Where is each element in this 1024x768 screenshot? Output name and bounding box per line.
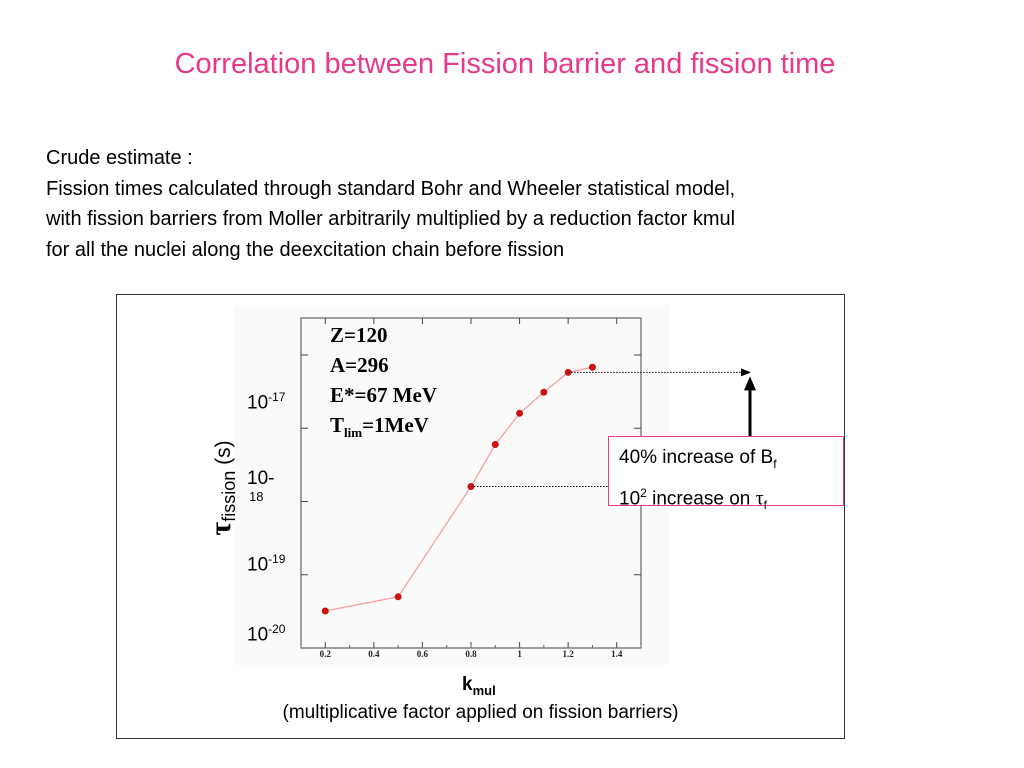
callout-line-2: 102 increase on τf xyxy=(619,485,768,512)
x-tick-label: 1.2 xyxy=(563,649,575,659)
plot-area xyxy=(233,305,669,665)
x-tick-label: 0.6 xyxy=(417,649,429,659)
x-axis-caption: (multiplicative factor applied on fissio… xyxy=(282,702,679,723)
y-tick-label: 10-19 xyxy=(247,552,286,576)
page-title: Correlation between Fission barrier and … xyxy=(174,48,836,80)
param-t-rest: =1MeV xyxy=(362,413,429,437)
intro-line: Fission times calculated through standar… xyxy=(46,177,736,200)
series-line xyxy=(325,366,593,612)
x-tick-label: 1 xyxy=(517,649,522,659)
data-point xyxy=(588,363,596,371)
arrowhead-right-upper xyxy=(741,368,751,377)
data-point xyxy=(516,409,524,417)
x-tick-label: 1.4 xyxy=(611,649,623,659)
data-point xyxy=(394,593,402,601)
callout-line-1: 40% increase of Bf xyxy=(619,447,777,471)
param-t-sub: lim xyxy=(344,425,363,441)
figure-frame xyxy=(116,294,845,739)
parameter-block: Z=120 A=296 E*=67 MeV Tlim=1MeV xyxy=(330,320,437,448)
x-tick-label: 0.8 xyxy=(465,649,477,659)
param-e: E*=67 MeV xyxy=(330,383,438,407)
y-tick-label: 10-20 xyxy=(247,622,286,646)
y-axis-label-rest: (s) xyxy=(211,440,235,471)
param-z: Z=120 xyxy=(330,323,388,347)
param-t-main: T xyxy=(330,413,345,437)
y-tick-label: 10-17 xyxy=(247,390,286,414)
data-point xyxy=(321,607,329,615)
intro-line: for all the nuclei along the deexcitatio… xyxy=(46,238,565,261)
x-tick-label: 0.4 xyxy=(368,649,380,659)
callout-box: 40% increase of Bf 102 increase on τf xyxy=(608,436,844,512)
y-axis-label: τfission (s) xyxy=(204,440,240,535)
param-a: A=296 xyxy=(330,353,389,377)
y-tick-label: 10- 18 xyxy=(247,468,275,504)
y-axis-label-sub: fission xyxy=(219,470,240,522)
intro-line: with fission barriers from Moller arbitr… xyxy=(46,208,736,230)
tau-symbol: τ xyxy=(203,521,237,536)
double-arrow-head-up xyxy=(744,376,756,391)
x-tick-label: 0.2 xyxy=(320,649,332,659)
intro-text: Crude estimate : Fission times calculate… xyxy=(46,143,1006,265)
x-axis-label: kmul xyxy=(462,674,496,698)
data-point xyxy=(540,388,548,396)
series-line-layer xyxy=(325,366,593,612)
param-t: Tlim=1MeV xyxy=(330,410,437,448)
data-point xyxy=(491,441,499,449)
intro-line: Crude estimate : xyxy=(46,147,193,169)
